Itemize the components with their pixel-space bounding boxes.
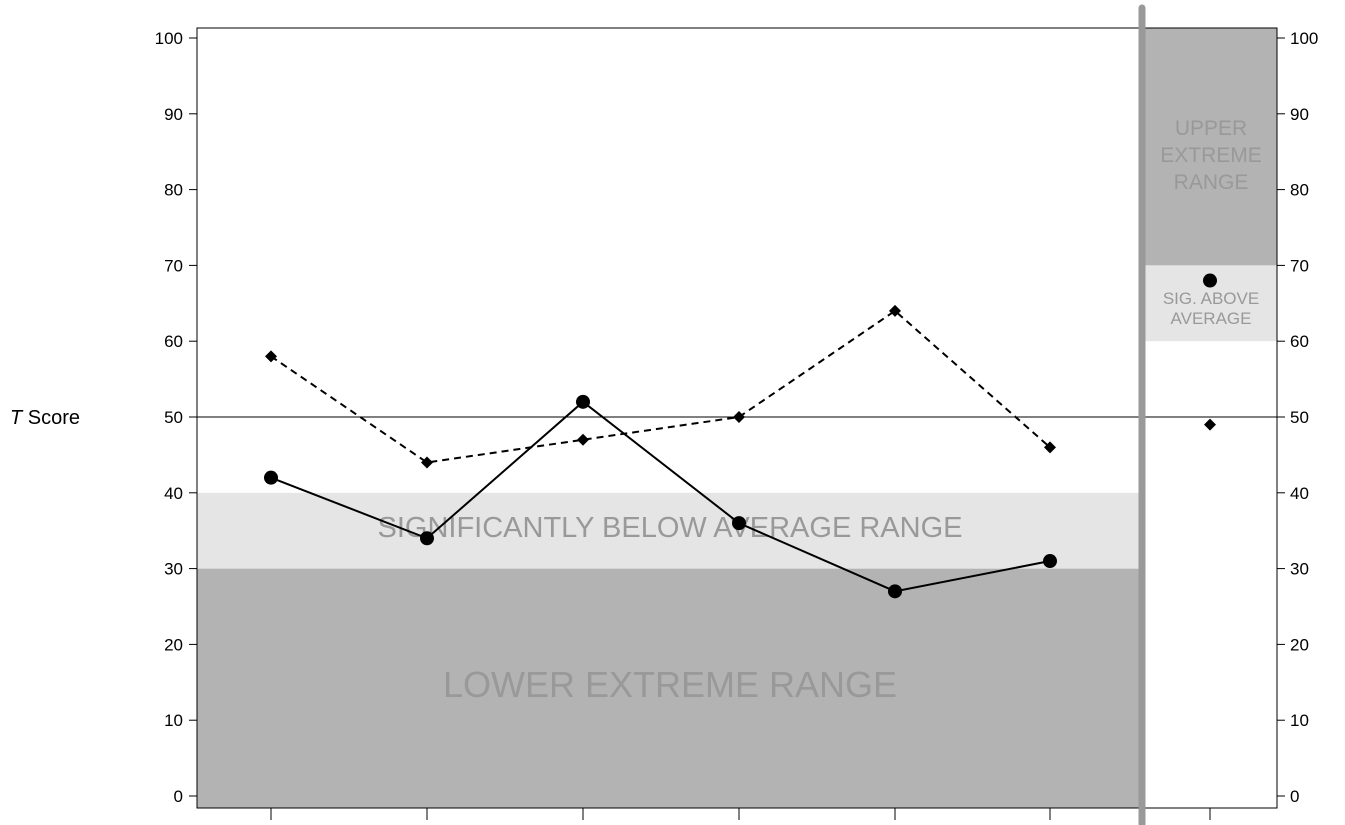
- band-label-sig-below: SIGNIFICANTLY BELOW AVERAGE RANGE: [378, 512, 963, 544]
- band-main-0: [197, 568, 1142, 808]
- y-tick-label-left-80: 80: [164, 181, 183, 200]
- band-label-upper-extreme-line-0: UPPER: [1175, 117, 1247, 140]
- y-axis-label: T Score: [10, 407, 80, 429]
- y-tick-label-right-100: 100: [1290, 29, 1318, 48]
- y-tick-label-right-30: 30: [1290, 560, 1309, 579]
- y-tick-label-left-50: 50: [164, 408, 183, 427]
- y-tick-label-left-0: 0: [174, 787, 183, 806]
- right-panel-diamond-point: [1204, 418, 1216, 431]
- series-circle-point-4: [888, 584, 902, 599]
- y-axis-label-italic: T: [10, 407, 24, 429]
- y-tick-label-left-70: 70: [164, 256, 183, 275]
- band-main-1: [197, 492, 1142, 569]
- series-circle-line: [270, 400, 1051, 593]
- band-label-sig-above-line-1: AVERAGE: [1171, 309, 1252, 328]
- series-circle-point-5: [1043, 554, 1057, 569]
- series-diamond-point-5: [1044, 441, 1056, 454]
- axis-ticks: 0 0 10 10 20 20 30 30 40 40 50 50 60 60 70 70 80 80 90 90 10…: [155, 29, 1318, 820]
- y-tick-label-right-60: 60: [1290, 332, 1309, 351]
- y-axis-label-rest: Score: [22, 407, 80, 429]
- y-tick-label-right-10: 10: [1290, 711, 1309, 730]
- data-series: [264, 273, 1217, 599]
- series-diamond-point-2: [577, 433, 589, 446]
- band-label-lower-extreme: LOWER EXTREME RANGE: [443, 664, 897, 705]
- y-tick-label-left-60: 60: [164, 332, 183, 351]
- series-circle-point-3: [732, 516, 746, 531]
- right-panel-circle-point: [1203, 273, 1217, 288]
- series-diamond-point-3: [733, 411, 745, 423]
- y-tick-label-right-40: 40: [1290, 484, 1309, 503]
- band-label-sig-above-line-0: SIG. ABOVE: [1163, 289, 1259, 308]
- y-tick-label-right-70: 70: [1290, 256, 1309, 275]
- y-tick-label-left-40: 40: [164, 484, 183, 503]
- y-tick-label-left-30: 30: [164, 560, 183, 579]
- series-circle-point-0: [264, 470, 278, 485]
- series-diamond-point-0: [265, 350, 277, 363]
- plot-border: [196, 27, 1278, 809]
- series-diamond-line: [270, 309, 1051, 464]
- y-tick-label-right-90: 90: [1290, 105, 1309, 124]
- y-tick-label-left-100: 100: [155, 29, 183, 48]
- y-tick-label-left-90: 90: [164, 105, 183, 124]
- y-tick-label-right-0: 0: [1290, 787, 1299, 806]
- series-diamond-point-4: [889, 304, 901, 317]
- series-circle-point-1: [420, 531, 434, 546]
- y-tick-label-right-80: 80: [1290, 181, 1309, 200]
- y-tick-label-left-10: 10: [164, 711, 183, 730]
- band-label-upper-extreme-line-1: EXTREME: [1160, 144, 1262, 167]
- series-diamond-point-1: [421, 456, 433, 469]
- band-label-upper-extreme-line-2: RANGE: [1174, 171, 1249, 194]
- range-bands: LOWER EXTREME RANGE SIGNIFICANTLY BELOW A…: [197, 28, 1277, 808]
- series-circle-point-2: [576, 394, 590, 409]
- y-tick-label-right-20: 20: [1290, 635, 1309, 654]
- y-tick-label-left-20: 20: [164, 635, 183, 654]
- y-tick-label-right-50: 50: [1290, 408, 1309, 427]
- band-right-0: [1142, 28, 1277, 266]
